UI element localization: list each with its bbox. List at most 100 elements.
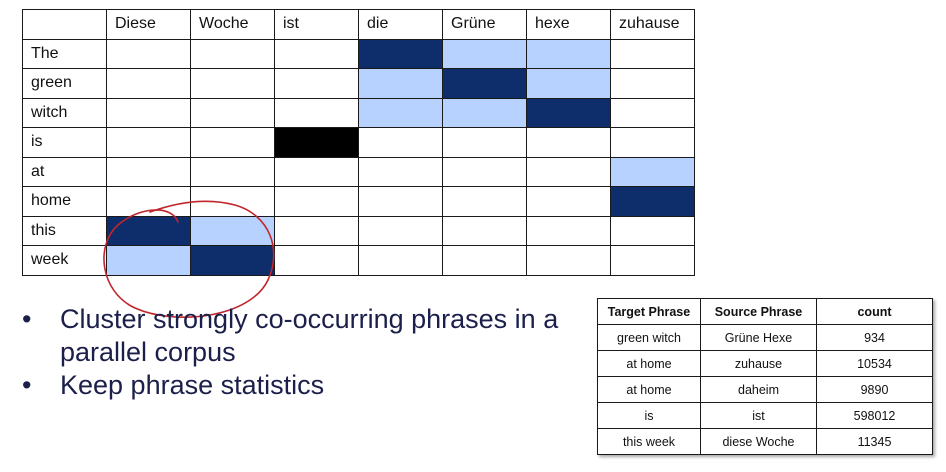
matrix-row: is — [22, 127, 695, 158]
alignment-cell-empty — [274, 68, 359, 99]
matrix-row: this — [22, 215, 695, 246]
column-header: die — [358, 9, 443, 40]
alignment-cell-empty — [106, 38, 191, 69]
matrix-header-row: Diese Woche ist die Grüne hexe zuhause — [22, 9, 695, 40]
alignment-cell-empty — [358, 215, 443, 246]
row-label: week — [22, 245, 107, 276]
matrix-row: week — [22, 245, 695, 276]
alignment-cell-light — [442, 38, 527, 69]
alignment-cell-dark — [610, 186, 695, 217]
alignment-cell-light — [526, 68, 611, 99]
alignment-cell-empty — [442, 245, 527, 276]
alignment-cell-empty — [190, 97, 275, 128]
phrase-table-cell: 11345 — [816, 428, 933, 455]
alignment-cell-empty — [526, 127, 611, 158]
alignment-cell-dark — [190, 245, 275, 276]
bullet-marker: • — [22, 370, 32, 400]
matrix-corner-cell — [22, 9, 107, 40]
alignment-cell-empty — [274, 215, 359, 246]
phrase-table-cell: ist — [700, 402, 817, 429]
alignment-cell-dark — [526, 97, 611, 128]
alignment-cell-empty — [274, 245, 359, 276]
row-label: The — [22, 38, 107, 69]
phrase-table-cell: Grüne Hexe — [700, 324, 817, 351]
alignment-cell-empty — [274, 38, 359, 69]
alignment-cell-empty — [190, 38, 275, 69]
alignment-cell-empty — [190, 68, 275, 99]
phrase-table-cell: at home — [597, 350, 701, 377]
phrase-table-row: at home zuhause 10534 — [597, 350, 933, 377]
alignment-cell-light — [610, 156, 695, 187]
alignment-cell-light — [526, 38, 611, 69]
phrase-table-header: count — [816, 298, 933, 325]
bullet-list: • Cluster strongly co-occurring phrases i… — [22, 303, 560, 402]
alignment-cell-dark — [106, 215, 191, 246]
phrase-table-row: is ist 598012 — [597, 402, 933, 429]
alignment-cell-empty — [442, 156, 527, 187]
alignment-cell-empty — [190, 127, 275, 158]
alignment-matrix: Diese Woche ist die Grüne hexe zuhause The green… — [22, 9, 695, 276]
phrase-table-cell: is — [597, 402, 701, 429]
alignment-cell-empty — [358, 127, 443, 158]
matrix-row: at — [22, 156, 695, 187]
alignment-cell-empty — [190, 186, 275, 217]
alignment-cell-empty — [610, 215, 695, 246]
phrase-table-header-row: Target Phrase Source Phrase count — [597, 298, 933, 325]
alignment-cell-empty — [358, 156, 443, 187]
alignment-cell-empty — [610, 245, 695, 276]
row-label: witch — [22, 97, 107, 128]
phrase-table-header: Target Phrase — [597, 298, 701, 325]
alignment-cell-empty — [190, 156, 275, 187]
matrix-row: The — [22, 38, 695, 69]
phrase-table-header: Source Phrase — [700, 298, 817, 325]
alignment-cell-empty — [610, 68, 695, 99]
alignment-cell-empty — [442, 215, 527, 246]
bullet-item: • Keep phrase statistics — [22, 369, 560, 402]
phrase-statistics-table: Target Phrase Source Phrase count green wi… — [597, 298, 933, 455]
alignment-cell-empty — [106, 156, 191, 187]
phrase-table-cell: 934 — [816, 324, 933, 351]
alignment-cell-empty — [106, 97, 191, 128]
alignment-cell-empty — [442, 186, 527, 217]
phrase-table-cell: at home — [597, 376, 701, 403]
alignment-cell-empty — [610, 127, 695, 158]
phrase-table-cell: zuhause — [700, 350, 817, 377]
row-label: green — [22, 68, 107, 99]
bullet-text: Cluster strongly co-occurring phrases in… — [60, 304, 559, 367]
matrix-row: home — [22, 186, 695, 217]
column-header: Diese — [106, 9, 191, 40]
alignment-cell-empty — [442, 127, 527, 158]
phrase-table-row: at home daheim 9890 — [597, 376, 933, 403]
column-header: ist — [274, 9, 359, 40]
phrase-table-cell: this week — [597, 428, 701, 455]
alignment-cell-light — [442, 97, 527, 128]
alignment-cell-dark — [358, 38, 443, 69]
alignment-cell-empty — [526, 156, 611, 187]
phrase-table-cell: 598012 — [816, 402, 933, 429]
matrix-row: witch — [22, 97, 695, 128]
phrase-table-cell: 10534 — [816, 350, 933, 377]
alignment-cell-empty — [526, 186, 611, 217]
alignment-cell-light — [358, 97, 443, 128]
matrix-row: green — [22, 68, 695, 99]
alignment-cell-empty — [106, 68, 191, 99]
bullet-text: Keep phrase statistics — [60, 370, 325, 400]
phrase-table-cell: daheim — [700, 376, 817, 403]
alignment-cell-light — [106, 245, 191, 276]
column-header: zuhause — [610, 9, 695, 40]
alignment-cell-empty — [274, 156, 359, 187]
bullet-item: • Cluster strongly co-occurring phrases i… — [22, 303, 560, 369]
alignment-cell-empty — [610, 38, 695, 69]
bullet-marker: • — [22, 304, 32, 334]
alignment-cell-empty — [526, 215, 611, 246]
alignment-cell-empty — [358, 186, 443, 217]
row-label: is — [22, 127, 107, 158]
alignment-cell-empty — [610, 97, 695, 128]
alignment-cell-empty — [274, 186, 359, 217]
phrase-table-row: this week diese Woche 11345 — [597, 428, 933, 455]
alignment-cell-empty — [274, 97, 359, 128]
column-header: Grüne — [442, 9, 527, 40]
alignment-cell-light — [190, 215, 275, 246]
row-label: this — [22, 215, 107, 246]
row-label: home — [22, 186, 107, 217]
